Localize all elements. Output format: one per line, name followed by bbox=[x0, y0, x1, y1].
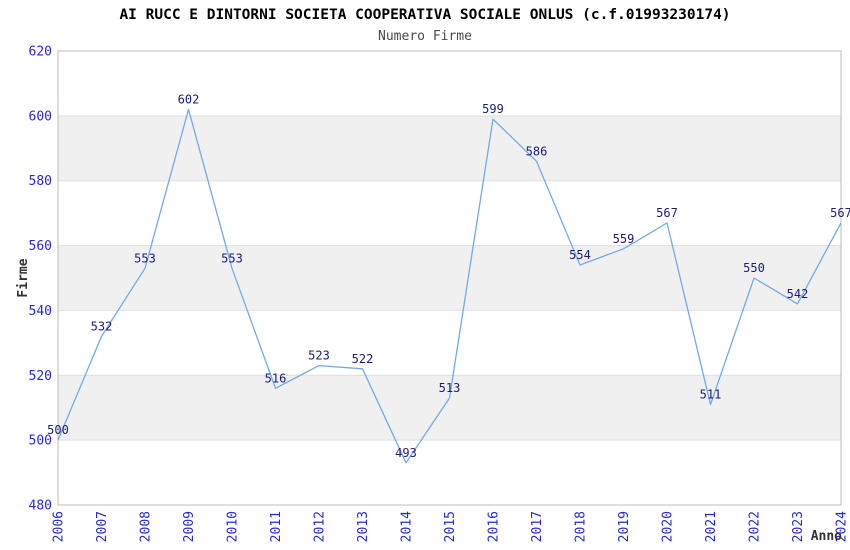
chart-point-labels: 500 532 553 602 553 516 523 522 493 513 599 586 554 5… bbox=[47, 92, 850, 459]
chart-title: AI RUCC E DINTORNI SOCIETA COOPERATIVA S… bbox=[119, 7, 730, 23]
point-label: 516 bbox=[265, 371, 287, 385]
x-tick-label: 2021 bbox=[704, 511, 719, 542]
point-label: 523 bbox=[308, 349, 330, 363]
band bbox=[58, 180, 841, 246]
y-tick-label: 520 bbox=[29, 369, 52, 384]
chart-series bbox=[57, 108, 842, 464]
y-tick-label: 500 bbox=[29, 434, 52, 449]
band bbox=[58, 245, 841, 311]
plot-border bbox=[57, 50, 842, 506]
x-tick-label: 2011 bbox=[269, 511, 284, 542]
x-tick-label: 2020 bbox=[660, 511, 675, 542]
x-tick-label: 2009 bbox=[182, 511, 197, 542]
band bbox=[58, 440, 841, 505]
point-label: 567 bbox=[830, 206, 850, 220]
x-tick-label: 2022 bbox=[747, 511, 762, 542]
band bbox=[58, 51, 841, 116]
point-label: 493 bbox=[395, 446, 417, 460]
point-label: 542 bbox=[787, 287, 809, 301]
y-tick-label: 540 bbox=[29, 304, 52, 319]
y-tick-label: 600 bbox=[29, 109, 52, 124]
point-label: 567 bbox=[656, 206, 678, 220]
point-label: 554 bbox=[569, 248, 591, 262]
x-tick-label: 2015 bbox=[443, 511, 458, 542]
x-tick-label: 2019 bbox=[617, 511, 632, 542]
y-tick-label: 480 bbox=[29, 499, 52, 514]
x-tick-label: 2010 bbox=[225, 511, 240, 542]
point-label: 522 bbox=[352, 352, 374, 366]
x-axis-ticks: 2006 2007 2008 2009 2010 2011 2012 2013 2014 2015… bbox=[51, 511, 849, 542]
x-axis-label: Anno bbox=[811, 529, 842, 544]
chart-bands bbox=[58, 51, 841, 505]
y-axis-label: Firme bbox=[16, 258, 31, 297]
y-tick-label: 580 bbox=[29, 174, 52, 189]
x-tick-label: 2016 bbox=[486, 511, 501, 542]
chart-grid bbox=[58, 115, 841, 441]
x-tick-label: 2007 bbox=[95, 511, 110, 542]
point-label: 511 bbox=[700, 388, 722, 402]
y-axis-ticks: 480 500 520 540 560 580 600 620 bbox=[29, 45, 52, 514]
x-tick-label: 2012 bbox=[312, 511, 327, 542]
chart-subtitle: Numero Firme bbox=[378, 29, 472, 44]
x-tick-label: 2013 bbox=[356, 511, 371, 542]
point-label: 586 bbox=[526, 144, 548, 158]
point-label: 553 bbox=[221, 251, 243, 265]
x-tick-label: 2018 bbox=[573, 511, 588, 542]
point-label: 550 bbox=[743, 261, 765, 275]
point-label: 559 bbox=[613, 232, 635, 246]
point-label: 513 bbox=[439, 381, 461, 395]
x-tick-label: 2014 bbox=[399, 511, 414, 542]
point-label: 553 bbox=[134, 251, 156, 265]
x-tick-label: 2024 bbox=[834, 511, 849, 542]
band bbox=[58, 310, 841, 376]
point-label: 602 bbox=[178, 92, 200, 106]
series-line bbox=[57, 108, 842, 464]
band bbox=[58, 115, 841, 181]
x-tick-label: 2006 bbox=[51, 511, 66, 542]
point-label: 500 bbox=[47, 423, 69, 437]
x-tick-label: 2017 bbox=[530, 511, 545, 542]
y-tick-label: 560 bbox=[29, 239, 52, 254]
x-tick-label: 2008 bbox=[138, 511, 153, 542]
band bbox=[58, 375, 841, 441]
y-tick-label: 620 bbox=[29, 45, 52, 60]
point-label: 599 bbox=[482, 102, 504, 116]
point-label: 532 bbox=[91, 319, 113, 333]
x-tick-label: 2023 bbox=[791, 511, 806, 542]
